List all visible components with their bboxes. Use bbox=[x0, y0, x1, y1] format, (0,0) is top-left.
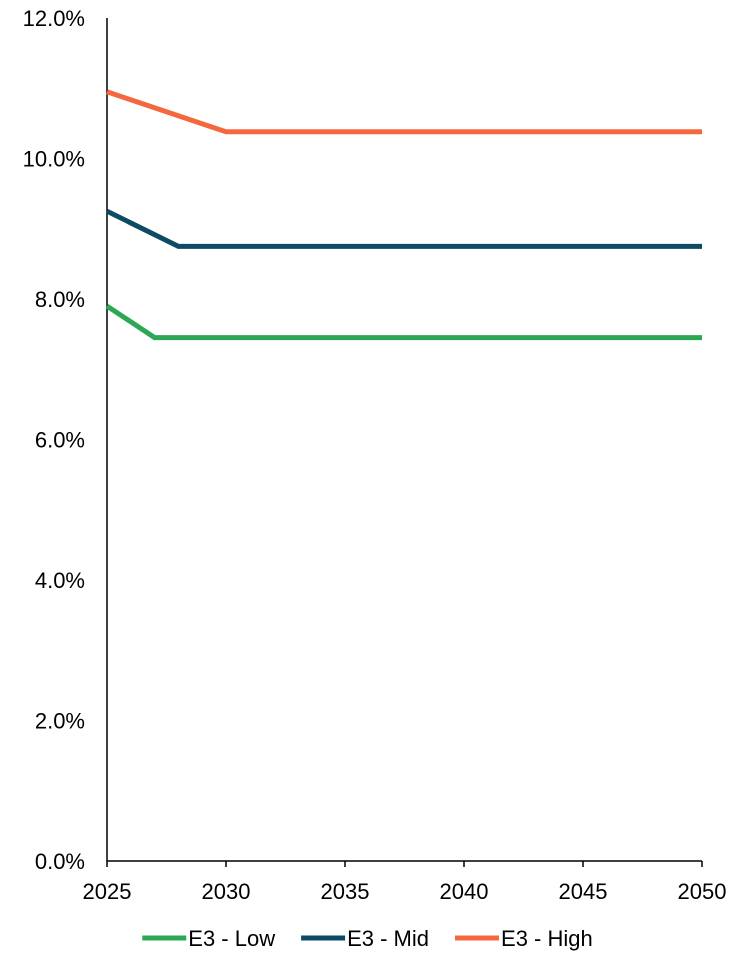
x-tick-label: 2040 bbox=[440, 879, 489, 904]
y-tick-label: 4.0% bbox=[35, 568, 85, 593]
series-lines bbox=[105, 89, 702, 341]
legend-label: E3 - Mid bbox=[347, 926, 429, 951]
x-tick-label: 2025 bbox=[83, 879, 132, 904]
y-tick-label: 8.0% bbox=[35, 287, 85, 312]
x-tick-label: 2030 bbox=[202, 879, 251, 904]
legend: E3 - Low E3 - Mid E3 - High bbox=[142, 926, 593, 951]
y-tick-label: 0.0% bbox=[35, 849, 85, 874]
legend-label: E3 - Low bbox=[188, 926, 275, 951]
series-line-e3-high bbox=[106, 89, 702, 135]
y-tick-label: 12.0% bbox=[23, 6, 85, 31]
x-tick-label: 2050 bbox=[678, 879, 727, 904]
series-line-e3-low bbox=[105, 303, 702, 341]
x-axis: 2025 2030 2035 2040 2045 2050 bbox=[83, 860, 727, 904]
y-tick-label: 6.0% bbox=[35, 428, 85, 453]
y-axis: 0.0% 2.0% 4.0% 6.0% 8.0% 10.0% 12.0% bbox=[23, 6, 108, 874]
legend-item: E3 - Low bbox=[142, 926, 275, 951]
legend-label: E3 - High bbox=[501, 926, 593, 951]
y-tick-label: 10.0% bbox=[23, 147, 85, 172]
y-tick-label: 2.0% bbox=[35, 709, 85, 734]
x-tick-label: 2045 bbox=[559, 879, 608, 904]
legend-item: E3 - High bbox=[455, 926, 593, 951]
x-tick-label: 2035 bbox=[321, 879, 370, 904]
legend-item: E3 - Mid bbox=[301, 926, 429, 951]
series-line-e3-mid bbox=[105, 208, 702, 249]
